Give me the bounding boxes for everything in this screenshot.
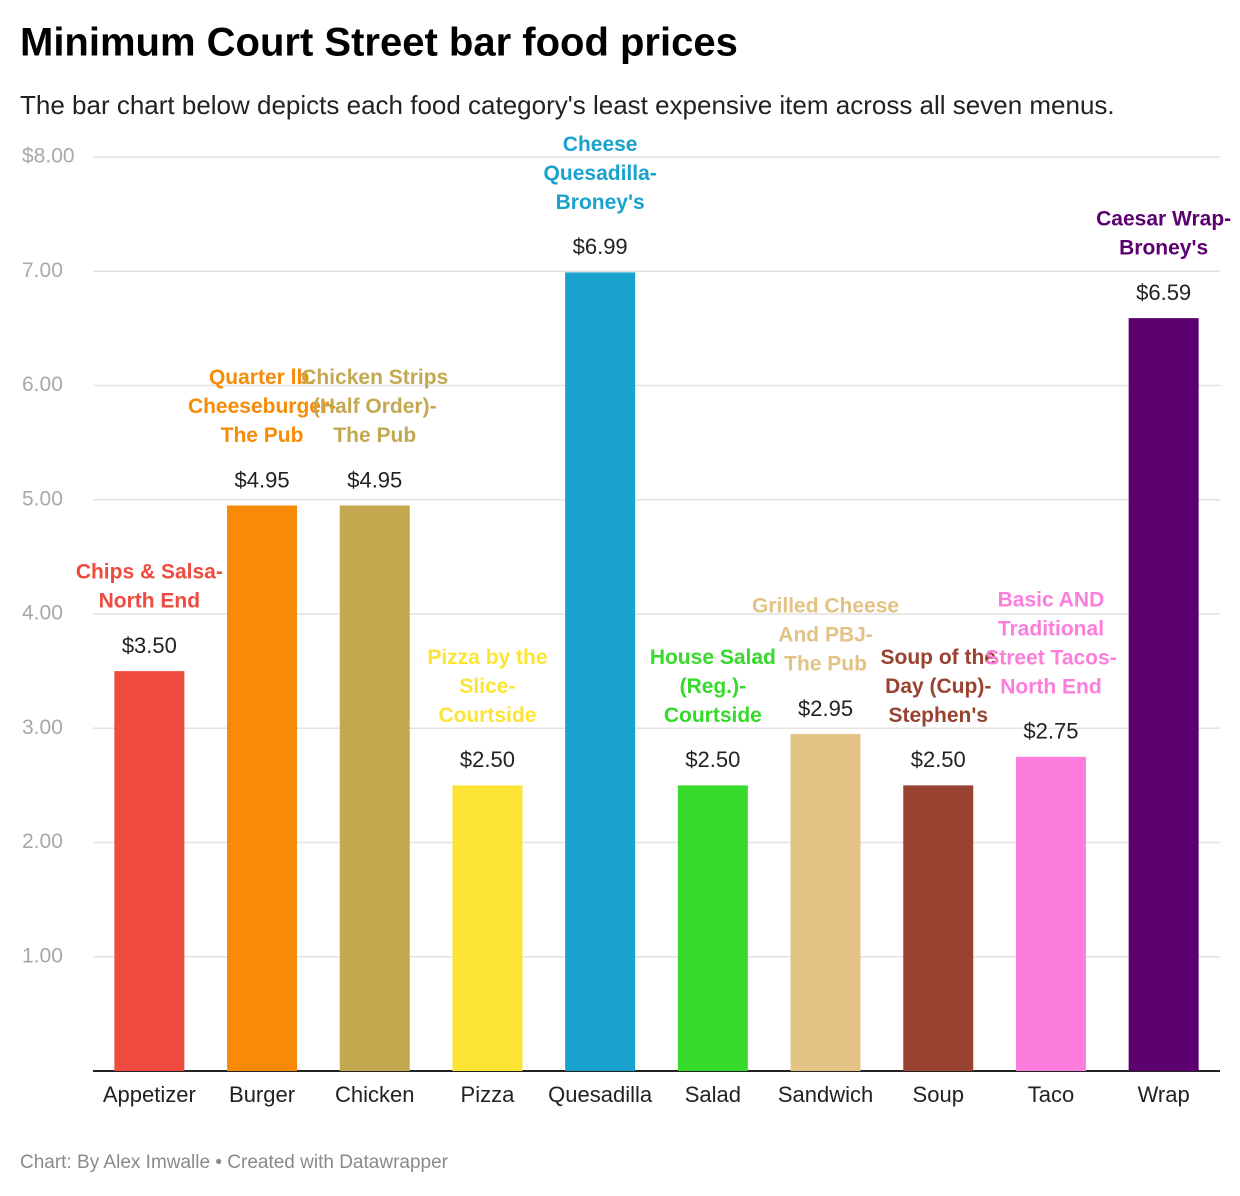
annotation: Grilled Cheese [752, 595, 899, 618]
x-tick-label: Sandwich [778, 1082, 873, 1107]
y-tick-label: 1.00 [22, 944, 63, 967]
annotation: Cheese [563, 133, 638, 156]
x-tick-label: Pizza [461, 1082, 516, 1107]
value-label: $2.50 [911, 747, 966, 772]
annotation: North End [1000, 675, 1101, 698]
value-label: $2.50 [685, 747, 740, 772]
y-tick-label: $8.00 [22, 145, 75, 168]
annotation: Chips & Salsa- [76, 561, 223, 584]
bar [1128, 318, 1199, 1071]
chart-subtitle: The bar chart below depicts each food ca… [20, 90, 1115, 120]
x-tick-label: Chicken [335, 1082, 414, 1107]
value-label: $4.95 [235, 467, 290, 492]
value-label: $2.95 [798, 696, 853, 721]
annotation: Chicken Strips [301, 366, 448, 389]
annotation: Quarter lb. [209, 366, 315, 389]
annotation: (Reg.)- [680, 675, 747, 698]
y-tick-label: 2.00 [22, 830, 63, 853]
annotation: Day (Cup)- [885, 675, 991, 698]
bar [1015, 756, 1086, 1071]
x-tick-label: Appetizer [103, 1082, 196, 1107]
annotation: (Half Order)- [313, 395, 437, 418]
y-tick-label: 4.00 [22, 602, 63, 625]
annotation: Slice- [459, 675, 515, 698]
chart-footer: Chart: By Alex Imwalle • Created with Da… [20, 1152, 449, 1173]
value-label: $6.59 [1136, 280, 1191, 305]
bar [452, 785, 523, 1071]
annotation: Cheeseburger- [188, 395, 336, 418]
x-tick-label: Burger [229, 1082, 295, 1107]
annotation: Traditional [998, 617, 1104, 640]
annotation: House Salad [650, 646, 776, 669]
annotation: Basic AND [998, 588, 1105, 611]
bar [677, 785, 748, 1071]
chart-title: Minimum Court Street bar food prices [20, 21, 738, 65]
annotation: Courtside [438, 704, 536, 727]
annotation: Broney's [556, 191, 645, 214]
bar [227, 505, 298, 1071]
annotation: The Pub [333, 424, 416, 447]
value-label: $2.75 [1023, 719, 1078, 744]
value-label: $2.50 [460, 747, 515, 772]
y-tick-label: 6.00 [22, 373, 63, 396]
annotation: The Pub [221, 424, 304, 447]
annotation: The Pub [784, 653, 867, 676]
y-tick-label: 7.00 [22, 259, 63, 282]
annotation: And PBJ- [778, 624, 873, 647]
annotation: Pizza by the [427, 646, 547, 669]
x-tick-label: Salad [685, 1082, 741, 1107]
x-tick-label: Taco [1028, 1082, 1074, 1107]
bar [903, 785, 974, 1071]
y-tick-label: 5.00 [22, 487, 63, 510]
bar [114, 671, 185, 1071]
x-tick-label: Quesadilla [548, 1082, 653, 1107]
annotation: Stephen's [888, 704, 988, 727]
annotation: Caesar Wrap- [1096, 208, 1231, 231]
value-label: $3.50 [122, 633, 177, 658]
annotation: Broney's [1119, 237, 1208, 260]
x-tick-label: Soup [913, 1082, 964, 1107]
bar [565, 272, 636, 1072]
y-tick-label: 3.00 [22, 716, 63, 739]
value-label: $6.99 [573, 234, 628, 259]
x-tick-label: Wrap [1138, 1082, 1190, 1107]
annotation: Street Tacos- [985, 646, 1117, 669]
bar [339, 505, 410, 1071]
annotation: North End [99, 590, 200, 613]
annotation: Soup of the [881, 646, 996, 669]
value-label: $4.95 [347, 467, 402, 492]
annotation: Quesadilla- [544, 162, 657, 185]
annotation: Courtside [664, 704, 762, 727]
bar [790, 733, 861, 1071]
